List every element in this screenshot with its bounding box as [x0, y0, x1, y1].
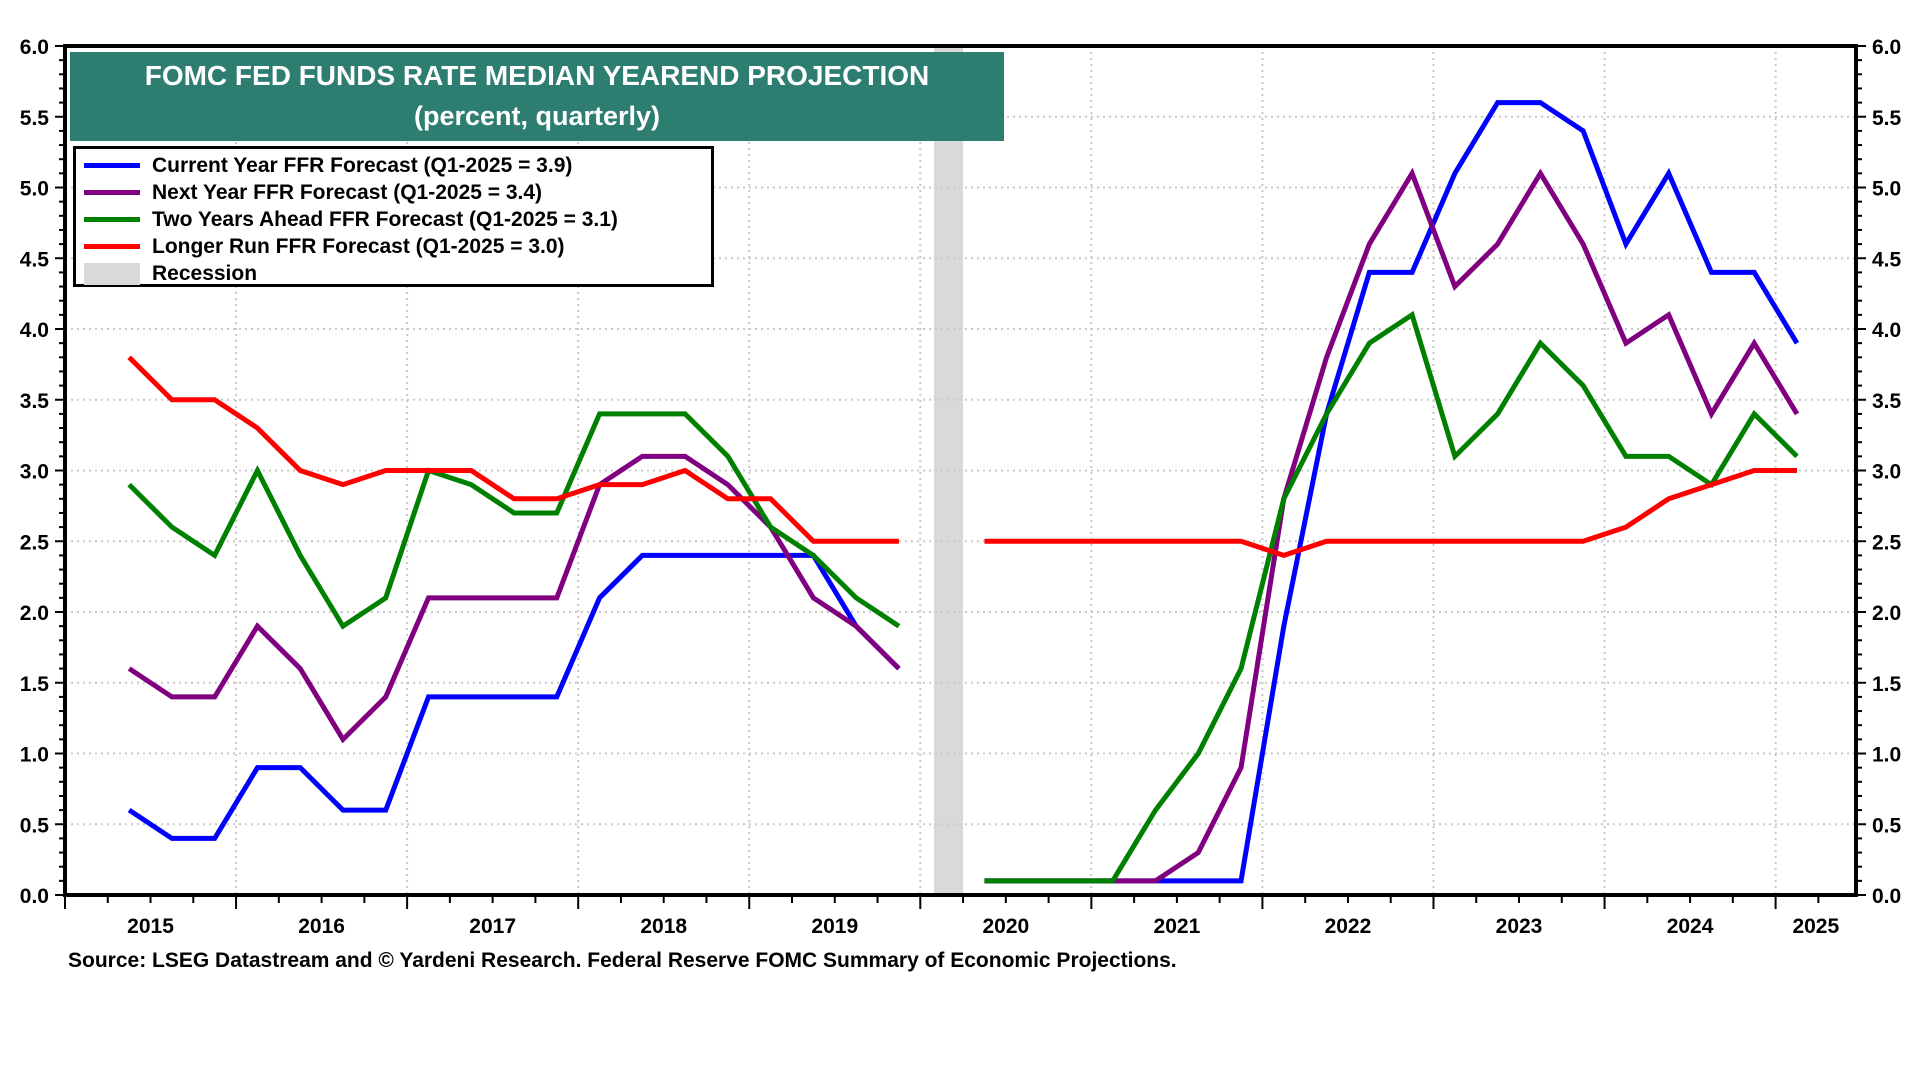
x-tick-label: 2017: [469, 915, 516, 938]
chart-subtitle: (percent, quarterly): [413, 101, 661, 131]
y-tick-label-right: 3.0: [1872, 461, 1901, 484]
y-tick-label-right: 5.5: [1872, 107, 1902, 130]
x-tick-label: 2021: [1154, 915, 1201, 938]
x-tick-label: 2025: [1792, 915, 1839, 938]
y-axis-right: 0.0 0.5 1.0 1.5 2.0 2.5 3.0 3.5 4.0 4.5 5.0 5.5 6.0: [1856, 36, 1902, 908]
y-axis-left: 0.0 0.5 1.0 1.5 2.0 2.5 3.0 3.5 4.0 4.5 5.0 5.5 6.0: [20, 36, 65, 908]
y-tick-label-left: 4.5: [20, 248, 50, 271]
legend-swatch-purple: [84, 190, 140, 195]
series-layer: [127, 100, 1800, 884]
y-tick-label-left: 2.5: [20, 531, 50, 554]
series-line-longer-run-ffr-forecast: [984, 468, 1797, 559]
y-tick-label-right: 4.5: [1872, 248, 1902, 271]
series-line-two-years-ahead-ffr-forecast: [984, 310, 1799, 884]
legend-swatch-red: [84, 244, 140, 249]
series-line-longer-run-ffr-forecast: [127, 355, 899, 544]
series-line-two-years-ahead-ffr-forecast: [127, 411, 901, 630]
x-tick-label: 2016: [298, 915, 345, 938]
y-tick-label-left: 0.0: [20, 885, 49, 908]
y-tick-label-left: 3.0: [20, 461, 49, 484]
x-tick-label: 2019: [811, 915, 858, 938]
x-axis: 2015 2016 2017 2018 2019 2020 2021 2022 2023 2024…: [64, 895, 1839, 938]
legend-label: Longer Run FFR Forecast (Q1-2025 = 3.0): [152, 234, 565, 258]
y-tick-label-right: 1.0: [1872, 744, 1901, 767]
y-tick-label-left: 5.0: [20, 178, 49, 201]
legend: Current Year FFR Forecast (Q1-2025 = 3.9…: [73, 146, 714, 287]
y-tick-label-right: 2.5: [1872, 531, 1902, 554]
legend-item-longer-run: Longer Run FFR Forecast (Q1-2025 = 3.0): [84, 233, 711, 260]
y-tick-label-right: 2.0: [1872, 602, 1901, 625]
y-tick-label-left: 0.5: [20, 814, 50, 837]
legend-label: Next Year FFR Forecast (Q1-2025 = 3.4): [152, 180, 543, 204]
y-tick-label-right: 1.5: [1872, 673, 1902, 696]
x-tick-label: 2023: [1496, 915, 1543, 938]
y-tick-label-left: 6.0: [20, 36, 49, 59]
y-tick-label-left: 2.0: [20, 602, 49, 625]
y-tick-label-right: 5.0: [1872, 178, 1901, 201]
y-tick-label-left: 1.0: [20, 744, 49, 767]
chart-title-banner: FOMC FED FUNDS RATE MEDIAN YEAREND PROJE…: [70, 52, 1004, 141]
x-tick-label: 2022: [1325, 915, 1372, 938]
x-tick-label: 2018: [640, 915, 687, 938]
chart-title: FOMC FED FUNDS RATE MEDIAN YEAREND PROJE…: [144, 60, 930, 91]
legend-label: Recession: [152, 261, 258, 285]
y-tick-label-left: 4.0: [20, 319, 49, 342]
legend-label: Two Years Ahead FFR Forecast (Q1-2025 = …: [152, 207, 618, 231]
legend-label: Current Year FFR Forecast (Q1-2025 = 3.9…: [152, 153, 573, 177]
y-tick-label-left: 1.5: [20, 673, 50, 696]
y-tick-label-right: 0.5: [1872, 814, 1902, 837]
legend-item-recession: Recession: [84, 260, 711, 287]
y-tick-label-right: 4.0: [1872, 319, 1901, 342]
legend-swatch-green: [84, 217, 140, 222]
y-tick-label-right: 0.0: [1872, 885, 1901, 908]
legend-swatch-recession: [84, 262, 140, 285]
y-tick-label-right: 3.5: [1872, 390, 1902, 413]
source-note: Source: LSEG Datastream and © Yardeni Re…: [68, 949, 1177, 972]
legend-item-two-years-ahead: Two Years Ahead FFR Forecast (Q1-2025 = …: [84, 206, 711, 233]
series-line-next-year-ffr-forecast: [984, 167, 1800, 884]
legend-item-current-year: Current Year FFR Forecast (Q1-2025 = 3.9…: [84, 152, 711, 179]
y-tick-label-right: 6.0: [1872, 36, 1901, 59]
legend-item-next-year: Next Year FFR Forecast (Q1-2025 = 3.4): [84, 179, 711, 206]
x-tick-label: 2020: [982, 915, 1029, 938]
series-line-current-year-ffr-forecast: [127, 552, 901, 841]
legend-swatch-blue: [84, 163, 140, 168]
series-line-current-year-ffr-forecast: [984, 100, 1800, 884]
x-tick-label: 2024: [1667, 915, 1714, 938]
y-tick-label-left: 5.5: [20, 107, 50, 130]
x-tick-label: 2015: [127, 915, 174, 938]
y-tick-label-left: 3.5: [20, 390, 50, 413]
